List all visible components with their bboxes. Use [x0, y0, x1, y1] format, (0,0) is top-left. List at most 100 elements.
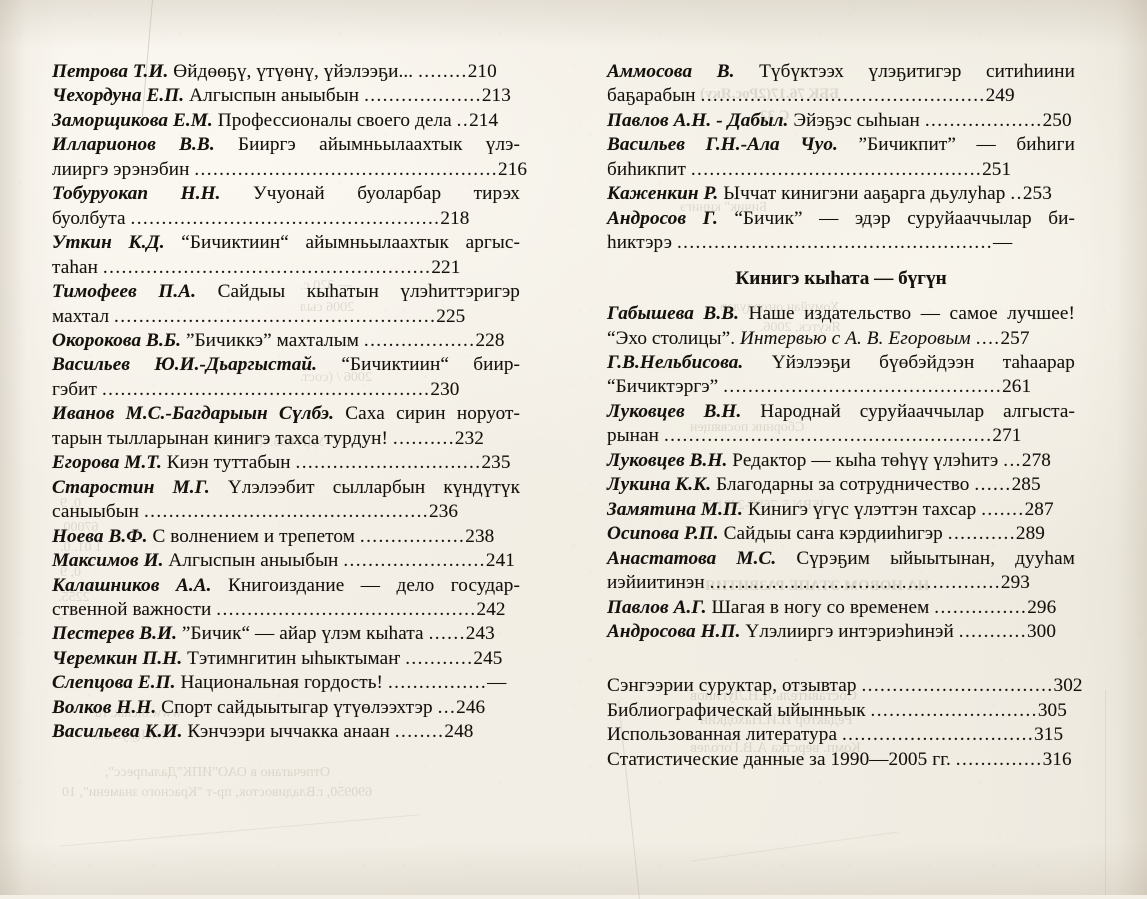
toc-entry-author: Егорова М.Т.: [52, 452, 162, 474]
toc-entry-line: Тобуруокап Н.Н. Учуонай буоларбар тирэх: [52, 182, 520, 206]
toc-backmatter-title: Библиографическай ыйынньык: [607, 699, 866, 721]
toc-dot-leader: ...............................: [841, 724, 1035, 746]
toc-entry-author: Чехордуна Е.П.: [52, 85, 185, 107]
toc-page-number: —: [993, 232, 1013, 254]
toc-page-number: 213: [481, 85, 511, 107]
toc-entry-author: Тобуруокап Н.Н.: [52, 183, 221, 205]
toc-backmatter-line: Использованная литература ..............…: [607, 723, 1075, 747]
toc-entry-author: Васильев Г.Н.-Ала Чуо.: [607, 134, 838, 156]
toc-entry-continuation: һиктэрэ ................................…: [607, 231, 1075, 255]
toc-entry-line: Уткин К.Д. “Бичиктиин“ айымньылаахтык ар…: [52, 231, 520, 255]
toc-entry-author: Илларионов В.В.: [52, 134, 215, 156]
toc-entry-author: Тимофеев П.А.: [52, 281, 197, 303]
toc-entry-title: Киэн туттабын: [166, 452, 291, 474]
toc-dot-leader: ........................................…: [102, 256, 432, 278]
toc-entry-title: Үйэлээҕи бүөбэйдээн таһаарар: [771, 351, 1075, 373]
toc-entry-continuation: буолбута ...............................…: [52, 207, 520, 231]
section-heading: Кинигэ кыһата — бүгүн: [735, 267, 947, 289]
toc-entry-author: Васильев Ю.И.-Дьаргыстай.: [52, 354, 318, 376]
toc-entry-line: Калашников А.А. Книгоиздание — дело госу…: [52, 574, 520, 598]
toc-entry-title: Үлэлииргэ интэриэһинэй: [745, 620, 954, 642]
toc-page-number: —: [487, 672, 507, 694]
toc-entry-continuation: рынан ..................................…: [607, 424, 1075, 448]
toc-entry-line: Каженкин Р. Ыччат кинигэни ааҕарга дьулу…: [607, 182, 1075, 206]
toc-dot-leader: ......: [974, 474, 1012, 496]
toc-page-number: 210: [467, 61, 497, 82]
toc-page-number: 315: [1034, 724, 1064, 746]
toc-entry-author: Петрова Т.И.: [52, 61, 169, 82]
toc-entry-author: Максимов И.: [52, 550, 164, 572]
toc-entry-title: Түбүктээх үлэҕитигэр ситиһиини: [759, 61, 1075, 82]
toc-page-number: 257: [1000, 327, 1030, 349]
toc-page-number: 300: [1026, 620, 1057, 642]
toc-entry-title-cont: лииргэ эрэнэбин: [52, 158, 190, 180]
toc-entry-author: Г.В.Нельбисова.: [607, 351, 744, 373]
toc-entry-line: Волков Н.Н. Спорт сайдыытыгар үтүөлээхтэ…: [52, 696, 520, 720]
toc-entry-author: Старостин М.Г.: [52, 476, 210, 498]
toc-dot-leader: ..: [456, 109, 470, 131]
toc-dot-leader: ..................: [363, 329, 476, 351]
toc-dot-leader: ........................................…: [676, 232, 993, 254]
toc-page-number: 228: [475, 329, 505, 351]
toc-dot-leader: ......: [428, 623, 466, 645]
toc-dot-leader: ........................................…: [114, 305, 437, 327]
section-spacer: [607, 256, 1075, 267]
toc-entry-author: Ноева В.Ф.: [52, 525, 148, 547]
toc-entry-line: Габышева В.В. Наше издательство — самое …: [607, 302, 1075, 326]
toc-entry-author: Уткин К.Д.: [52, 232, 165, 254]
toc-entry-title-cont: биһикпит: [607, 158, 686, 180]
toc-page-number: 230: [430, 378, 460, 400]
toc-entry-line: Замятина М.П. Кинигэ үгүс үлэттэн тахсар…: [607, 498, 1075, 522]
toc-dot-leader: ........................................…: [663, 425, 993, 447]
toc-page-number: 305: [1037, 699, 1067, 721]
backmatter-spacer: [607, 644, 1075, 674]
toc-backmatter-line: Сэнгээрии суруктар, отзывтар ...........…: [607, 674, 1083, 698]
toc-entry-title: Шагая в ногу со временем: [711, 596, 930, 618]
section-spacer: [607, 291, 1075, 302]
toc-page-number: 261: [1002, 376, 1032, 398]
toc-entry-line: Павлов А.Н. - Дабыл. Эйэҕэс сыһыан .....…: [607, 109, 1075, 133]
toc-entry-line: Слепцова Е.П. Национальная гордость! ...…: [52, 671, 520, 695]
toc-entry-author: Лукина К.К.: [607, 474, 712, 496]
toc-dot-leader: ...............: [934, 596, 1028, 618]
toc-page-number: 218: [440, 207, 470, 229]
toc-entry-author: Калашников А.А.: [52, 574, 212, 596]
toc-dot-leader: ........................................…: [690, 158, 983, 180]
toc-page-number: 250: [1042, 109, 1072, 131]
toc-entry-title-cont: саныыбын: [52, 501, 140, 523]
toc-entry-title-cont: һиктэрэ: [607, 232, 673, 254]
toc-entry-author: Заморщикова Е.М.: [52, 109, 213, 131]
toc-dot-leader: ..............: [955, 748, 1043, 770]
toc-entry-continuation: гэбит ..................................…: [52, 378, 520, 402]
toc-entry-author: Осипова Р.П.: [607, 523, 719, 545]
toc-page-number: 253: [1022, 183, 1052, 205]
toc-page-number: 225: [436, 305, 466, 327]
toc-entry-title-cont: гэбит: [52, 378, 98, 400]
toc-entry-line: Анастатова М.С. Сүрэҕим ыйыытынан, дууһа…: [607, 547, 1075, 571]
toc-dot-leader: ...............................: [861, 675, 1054, 697]
toc-entry-title: Бииргэ айымньылаахтык үлэ-: [237, 134, 520, 156]
toc-entry-title: С волнением и трепетом: [152, 525, 355, 547]
toc-dot-leader: ...........................: [870, 699, 1038, 721]
toc-entry-title: Алгыспын аныыбын: [168, 550, 339, 572]
toc-entry-line: Заморщикова Е.М. Профессионалы своего де…: [52, 109, 520, 133]
toc-dot-leader: ........................................…: [130, 207, 441, 229]
toc-dot-leader: ........................................…: [709, 572, 1001, 594]
toc-entry-title: Өйдөөҕү, үтүөнү, үйэлээҕи...: [173, 61, 414, 82]
toc-entry-author: Замятина М.П.: [607, 498, 743, 520]
toc-entry-source: “Эхо столицы”.: [607, 327, 741, 349]
toc-entry-line: Тимофеев П.А. Сайдыы кыһатын үлэһиттэриг…: [52, 280, 520, 304]
toc-entry-author: Андросова Н.П.: [607, 620, 741, 642]
toc-dot-leader: ........: [418, 61, 468, 82]
toc-dot-leader: ...........: [405, 647, 474, 669]
toc-dot-leader: ...: [1003, 449, 1022, 471]
toc-entry-line: Чехордуна Е.П. Алгыспын аныыбын ........…: [52, 84, 520, 108]
toc-entry-line: Илларионов В.В. Бииргэ айымньылаахтык үл…: [52, 133, 520, 157]
toc-entry-line: Ноева В.Ф. С волнением и трепетом ......…: [52, 525, 520, 549]
toc-dot-leader: ........................................…: [723, 376, 1003, 398]
toc-column-left: Петрова Т.И. Өйдөөҕү, үтүөнү, үйэлээҕи..…: [52, 60, 527, 745]
toc-dot-leader: ..........: [392, 427, 455, 449]
toc-entry-title: Сүрэҕим ыйыытынан, дууһам: [796, 547, 1075, 569]
toc-entry-title-cont: таһан: [52, 256, 99, 278]
toc-entry-title: Народнай суруйааччылар алгыста-: [760, 400, 1075, 422]
